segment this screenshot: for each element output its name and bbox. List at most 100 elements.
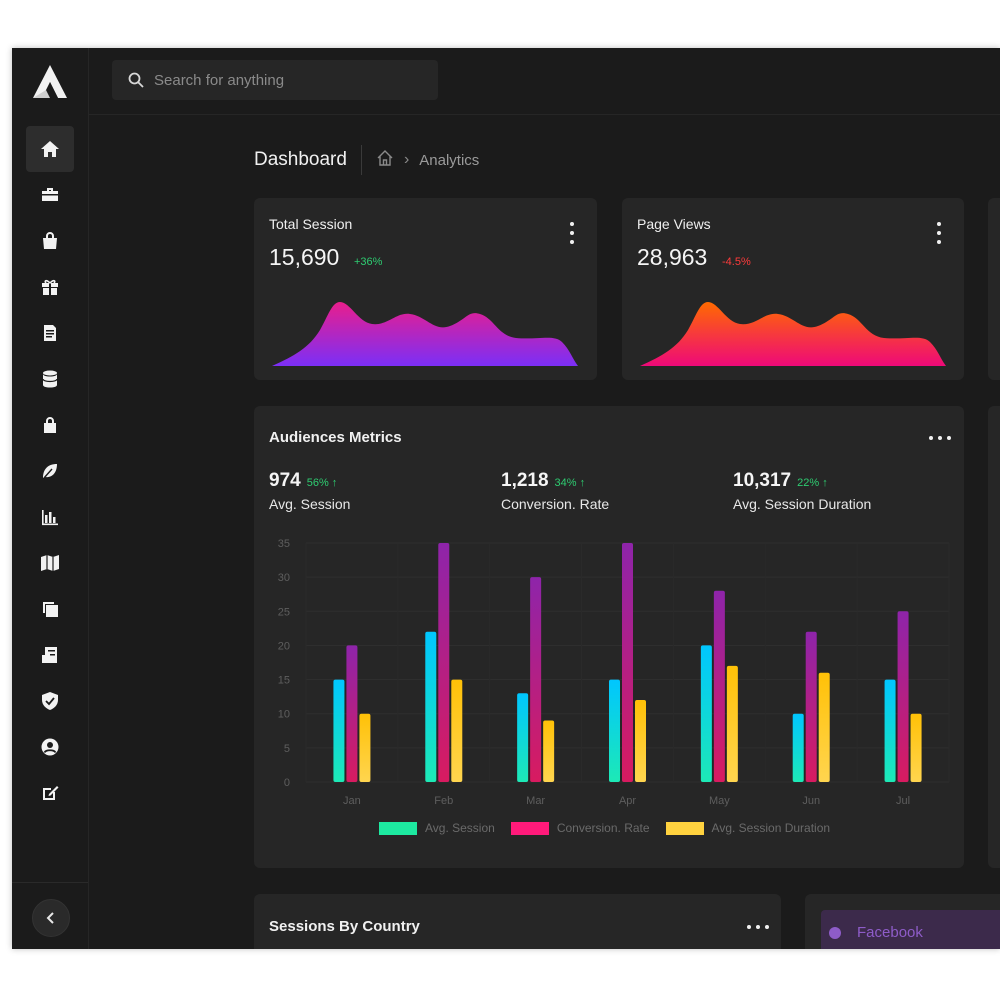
audience-bar-chart: 0 5 10 15 20 25 30 35 Jan Feb Mar Apr May Jun Jul (278, 538, 950, 807)
sidebar-item-document[interactable] (26, 310, 74, 356)
card-value: 28,963 (637, 244, 708, 270)
bar-avg-session-jan[interactable] (333, 679, 345, 782)
bar-avg-session-apr[interactable] (609, 679, 620, 782)
more-options-button[interactable] (932, 222, 946, 244)
total-session-sparkline (272, 302, 578, 366)
y-tick-label: 0 (284, 777, 290, 789)
bar-avg-session-duration-jan[interactable] (359, 713, 371, 782)
sidebar-item-bar-chart[interactable] (26, 494, 74, 540)
bar-conversion-rate-mar[interactable] (530, 577, 542, 782)
social-card: Facebook (805, 894, 1000, 949)
breadcrumb-home-link[interactable] (376, 149, 394, 172)
more-options-button[interactable] (747, 924, 769, 930)
divider (360, 145, 362, 175)
bar-avg-session-duration-jul[interactable] (910, 713, 922, 782)
metric-change: 56% ↑ (306, 477, 338, 489)
breadcrumb: Dashboard › Analytics (254, 144, 479, 176)
bar-avg-session-duration-may[interactable] (726, 665, 738, 782)
bar-avg-session-jul[interactable] (884, 679, 896, 782)
home-icon (41, 141, 59, 157)
sidebar-item-leaf[interactable] (26, 448, 74, 494)
metric-value: 974 (269, 470, 301, 491)
legend-label: Avg. Session Duration (711, 821, 831, 835)
breadcrumb-current[interactable]: Analytics (419, 151, 480, 169)
sidebar-item-edit[interactable] (26, 770, 74, 816)
sidebar-item-map[interactable] (26, 540, 74, 586)
legend-label: Avg. Session (425, 821, 495, 835)
bar-avg-session-duration-mar[interactable] (543, 720, 555, 782)
gift-icon (42, 279, 58, 295)
x-tick-label: Jan (343, 795, 361, 807)
legend-item[interactable]: Avg. Session Duration (665, 821, 831, 835)
y-tick-label: 5 (284, 743, 290, 755)
home-outline-icon (377, 149, 393, 166)
metric-change: 22% ↑ (797, 477, 828, 489)
top-bar (89, 48, 1000, 115)
bar-conversion-rate-jan[interactable] (346, 645, 358, 782)
bar-conversion-rate-feb[interactable] (438, 543, 450, 782)
edit-icon (43, 786, 59, 800)
legend-item[interactable]: Avg. Session (379, 821, 495, 835)
x-tick-label: Jul (896, 795, 910, 807)
metric-conversion-rate: 1,218 34% ↑ Conversion. Rate (501, 470, 609, 512)
page-views-card: Page Views 28,963 -4.5% (622, 198, 964, 380)
metric-label: Conversion. Rate (501, 496, 610, 512)
collapse-sidebar-button[interactable] (32, 899, 70, 937)
legend-swatch (379, 821, 417, 835)
card-value: 15,690 (269, 244, 340, 270)
sidebar-item-briefcase[interactable] (26, 172, 74, 218)
chart-legend: Avg. Session Conversion. Rate Avg. Session… (379, 821, 846, 835)
legend-label: Conversion. Rate (556, 821, 650, 835)
user-circle-icon (41, 738, 59, 756)
sidebar-item-shield[interactable] (26, 678, 74, 724)
sidebar-item-home[interactable] (26, 126, 74, 172)
sidebar-item-invoice[interactable] (26, 632, 74, 678)
search-box (112, 60, 438, 100)
facebook-tile[interactable] (821, 910, 1000, 949)
total-session-card: Total Session 15,690 +36% (254, 198, 597, 380)
change-badge: +36% (354, 256, 383, 268)
sidebar-item-gift[interactable] (26, 264, 74, 310)
bar-avg-session-may[interactable] (700, 645, 712, 782)
change-badge: -4.5% (722, 256, 751, 268)
more-options-button[interactable] (565, 222, 579, 244)
metric-label: Avg. Session Duration (733, 496, 872, 512)
database-icon (42, 370, 58, 388)
facebook-text: Facebook (857, 924, 923, 941)
shopping-bag-icon (43, 232, 57, 249)
page-views-sparkline (640, 302, 946, 366)
bar-avg-session-mar[interactable] (517, 693, 529, 782)
bar-conversion-rate-apr[interactable] (622, 543, 633, 782)
x-tick-label: Mar (526, 795, 545, 807)
leaf-icon (43, 464, 57, 479)
app-window: Dashboard › Analytics Total Session 15,6… (12, 48, 1000, 949)
search-input[interactable] (152, 70, 436, 90)
more-options-button[interactable] (929, 435, 951, 441)
stat-card-partial (988, 198, 1000, 380)
sidebar-item-shopping-bag[interactable] (26, 218, 74, 264)
side-card-partial (988, 406, 1000, 868)
y-tick-label: 10 (278, 709, 290, 721)
sidebar-item-user-circle[interactable] (26, 724, 74, 770)
legend-swatch (665, 821, 704, 835)
x-tick-label: May (709, 795, 730, 807)
bar-avg-session-duration-apr[interactable] (635, 700, 646, 782)
y-tick-label: 25 (278, 606, 290, 618)
bar-conversion-rate-jul[interactable] (897, 611, 909, 782)
bar-avg-session-feb[interactable] (425, 631, 437, 782)
sidebar-item-copy[interactable] (26, 586, 74, 632)
lock-icon (44, 417, 56, 433)
metric-change: 34% ↑ (554, 477, 586, 489)
legend-item[interactable]: Conversion. Rate (510, 821, 650, 835)
bar-conversion-rate-may[interactable] (713, 590, 725, 782)
bar-conversion-rate-jun[interactable] (805, 631, 817, 782)
bar-avg-session-duration-feb[interactable] (451, 679, 463, 782)
shield-icon (42, 692, 58, 710)
briefcase-icon (42, 188, 58, 201)
sessions-by-country-card: Sessions By Country (254, 894, 781, 949)
bar-avg-session-jun[interactable] (792, 713, 804, 782)
sidebar-item-lock[interactable] (26, 402, 74, 448)
y-tick-label: 15 (278, 675, 290, 687)
bar-avg-session-duration-jun[interactable] (818, 672, 830, 782)
sidebar-item-database[interactable] (26, 356, 74, 402)
